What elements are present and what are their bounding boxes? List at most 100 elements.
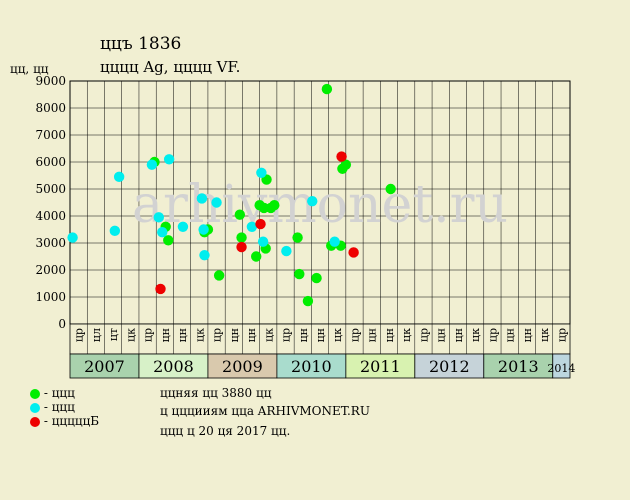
quarter-label: цр (555, 328, 568, 342)
year-label-2013: 2013 (498, 357, 539, 376)
x-axis: цр цл цт цк цр цн цн цк цр цн цн цк цр цн цн цк цр цн цн цк… (69, 323, 571, 355)
data-point-cyan (177, 221, 189, 232)
quarter-label: цн (228, 328, 241, 342)
y-tick-label: 2000 (35, 263, 66, 277)
quarter-label: цр (73, 328, 86, 342)
data-point-cyan (211, 197, 222, 208)
data-point-cyan (113, 171, 125, 183)
y-tick-label: 7000 (35, 128, 66, 142)
quarter-label: цн (314, 328, 327, 342)
data-point-green (213, 270, 225, 281)
legend-item-cyan: - ццц (30, 400, 75, 414)
data-point-cyan (196, 193, 208, 204)
year-label-2007: 2007 (84, 357, 125, 376)
quarter-label: цр (280, 328, 293, 342)
quarter-label: цн (297, 328, 310, 342)
y-tick-label: 4000 (35, 209, 66, 223)
data-point-cyan (307, 195, 318, 207)
year-band-2012 (414, 353, 485, 379)
data-point-cyan (153, 212, 164, 223)
data-point-red (155, 283, 166, 295)
data-point-cyan (281, 245, 292, 257)
data-point-red (236, 241, 247, 253)
year-label-2010: 2010 (291, 357, 332, 376)
quarter-label: цн (366, 328, 379, 342)
data-point-cyan (329, 236, 340, 247)
y-tick-label: 1000 (35, 290, 66, 304)
data-point-green (234, 209, 246, 220)
quarter-label: цк (469, 328, 482, 342)
quarter-strip (69, 323, 571, 355)
year-label-2009: 2009 (222, 357, 263, 376)
y-tick-label: 6000 (35, 155, 66, 169)
quarter-label: цн (504, 328, 517, 342)
quarter-label: цл (90, 328, 103, 342)
y-axis: 0 1000 2000 3000 4000 5000 6000 7000 8000 9000 (35, 74, 66, 331)
average-price-note: ццняя цц 3880 цц (160, 386, 272, 400)
data-point-green (321, 83, 333, 95)
data-point-red (336, 151, 347, 162)
data-point-green (311, 272, 322, 284)
data-point-cyan (146, 159, 158, 170)
chart-subtitle: цццц Ag, цццц VF. (100, 58, 240, 76)
y-tick-label: 5000 (35, 182, 66, 196)
quarter-label: цн (521, 328, 534, 342)
data-point-red (348, 247, 359, 258)
year-label-2011: 2011 (360, 357, 401, 376)
year-bands: 2007 2008 2009 2010 2011 2012 2013 2014 (69, 353, 575, 379)
quarter-label: цн (245, 328, 258, 342)
quarter-label: цн (452, 328, 465, 342)
quarter-label: цн (176, 328, 189, 342)
legend-label-red: - цццццБ (43, 414, 100, 428)
quarter-label: цн (159, 328, 172, 342)
y-tick-label: 0 (58, 317, 66, 331)
quarter-label: цр (348, 328, 361, 342)
quarter-label: цк (193, 328, 206, 342)
year-label-2012: 2012 (429, 357, 470, 376)
quarter-label: цт (107, 328, 120, 341)
chart-title: ццъ 1836 (100, 34, 181, 54)
year-label-2014: 2014 (547, 362, 575, 375)
y-axis-unit-label: цц, цц (10, 62, 49, 76)
plot-area (69, 80, 571, 325)
data-point-cyan (199, 249, 210, 261)
year-band-2007 (69, 353, 140, 379)
data-point-cyan (198, 224, 209, 235)
year-label-2008: 2008 (153, 357, 194, 376)
year-band-2011 (345, 353, 416, 379)
quarter-label: цр (142, 328, 155, 342)
data-point-green (294, 268, 305, 280)
data-point-green (251, 251, 262, 262)
data-point-green (302, 295, 314, 307)
source-note: ц цццииям цца ARHIVMONET.RU (160, 404, 370, 418)
data-point-cyan (163, 154, 175, 165)
quarter-label: цк (262, 328, 275, 342)
quarter-label: цк (538, 328, 551, 342)
data-point-green (385, 183, 396, 195)
data-point-cyan (67, 232, 78, 243)
year-band-2014 (552, 353, 571, 379)
data-point-red (255, 218, 266, 230)
quarter-label: цн (435, 328, 448, 342)
data-point-cyan (109, 225, 121, 237)
date-note: ццц ц 20 ця 2017 цц. (160, 424, 291, 438)
data-point-cyan (246, 221, 258, 232)
y-tick-label: 8000 (35, 101, 66, 115)
quarter-label: цн (383, 328, 396, 342)
grid-lines (70, 80, 570, 325)
legend-item-green: - ццц (30, 386, 75, 400)
quarter-label: цр (486, 328, 499, 342)
year-band-2009 (207, 353, 278, 379)
data-points (67, 83, 396, 307)
data-point-green (340, 159, 352, 170)
legend-marker-red (30, 416, 40, 427)
legend-item-red: - цццццБ (30, 414, 99, 428)
legend-marker-cyan (30, 402, 40, 413)
data-point-cyan (257, 236, 269, 247)
y-tick-label: 3000 (35, 236, 66, 250)
data-point-cyan (256, 167, 267, 178)
legend-marker-green (30, 388, 40, 399)
quarter-label: цр (417, 328, 430, 342)
watermark: arhivmonet.ru (132, 175, 508, 235)
